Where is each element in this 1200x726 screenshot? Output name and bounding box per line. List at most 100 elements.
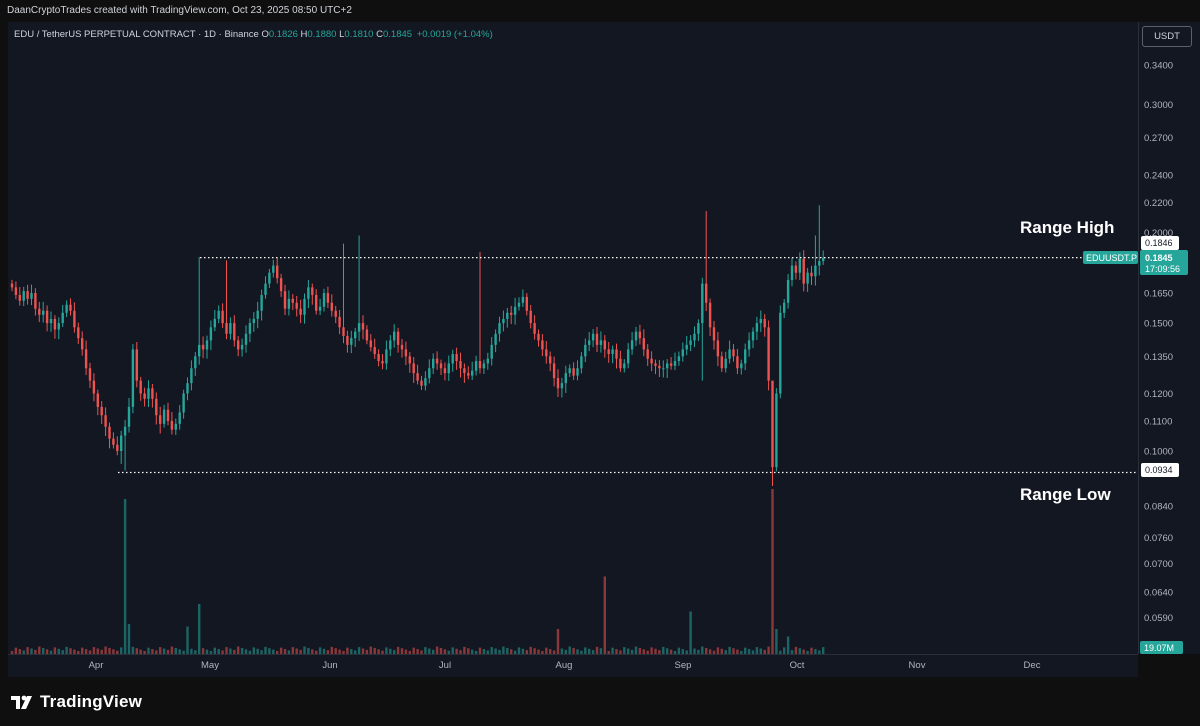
candle-body [361, 323, 365, 330]
volume-bar [45, 649, 49, 654]
volume-bar [135, 648, 138, 654]
volume-bar [303, 646, 306, 654]
candle-body [108, 426, 111, 439]
volume-bar [588, 648, 591, 654]
candle-body [552, 363, 556, 379]
volume-bar [404, 649, 408, 654]
candle-body [373, 347, 376, 355]
candle-body [595, 333, 599, 345]
volume-bar [139, 649, 142, 654]
candle-body [252, 318, 255, 324]
top-bar: DaanCryptoTrades created with TradingVie… [0, 0, 1200, 22]
candle-body [73, 310, 76, 328]
candle-body [435, 358, 439, 364]
low-label: L [339, 29, 345, 40]
volume-bar [790, 650, 794, 654]
volume-bar [174, 647, 177, 654]
candle-body [92, 380, 96, 394]
volume-bar [221, 650, 224, 654]
candle-body [541, 340, 544, 350]
candle-body [783, 302, 786, 313]
candle-body [478, 361, 482, 369]
candle-body [755, 323, 759, 332]
close-label: C [376, 29, 383, 40]
candle-body [798, 258, 801, 273]
candle-body [513, 306, 517, 315]
volume-bar [147, 647, 150, 654]
volume-bar [818, 650, 821, 654]
price-scale[interactable] [1138, 22, 1200, 654]
volume-bar [646, 650, 649, 654]
volume-bar [264, 646, 267, 654]
candle-body [369, 340, 372, 348]
candle-body [330, 302, 333, 311]
candle-body [123, 426, 127, 436]
volume-bar [662, 646, 665, 654]
candle-body [693, 333, 696, 341]
volume-bar [755, 647, 759, 654]
candle-body [385, 349, 388, 364]
range-low-price-tag-bg [1141, 463, 1179, 477]
candle-body [276, 265, 279, 279]
volume-bar [541, 651, 544, 654]
candle-body [482, 363, 486, 369]
candle-body [357, 323, 361, 332]
candle-body [303, 298, 306, 315]
price-tick-labels: 0.3400 0.3000 0.2700 0.2400 0.2200 0.2000 0.16… [1144, 61, 1173, 624]
volume-bar [268, 648, 271, 654]
price-tick-7: 0.1500 [1144, 319, 1173, 330]
volume-bar [490, 647, 493, 654]
volume-bar [728, 646, 731, 654]
volume-bar [65, 646, 68, 654]
candle-body [619, 358, 622, 369]
candle-body [139, 380, 142, 394]
volume-bar [233, 649, 236, 654]
candle-body [22, 291, 25, 301]
volume-bar [209, 651, 213, 654]
candle-body [30, 293, 33, 299]
volume-bar [318, 647, 322, 654]
volume-bar [182, 650, 185, 654]
volume-bar [143, 651, 146, 654]
candle-body [151, 388, 154, 399]
price-tick-5: 0.2000 [1144, 228, 1173, 239]
price-tick-9: 0.1200 [1144, 389, 1173, 400]
candle-body [322, 293, 326, 307]
volume-bar [455, 648, 458, 654]
volume-bar [638, 647, 642, 654]
symbol-legend[interactable]: EDU / TetherUS PERPETUAL CONTRACT · 1D ·… [14, 29, 493, 40]
volume-bar [584, 647, 587, 654]
volume-bar [533, 648, 536, 654]
time-axis[interactable] [8, 654, 1138, 677]
volume-bar [256, 648, 259, 654]
chart-panel[interactable] [8, 22, 1138, 654]
candle-body [549, 356, 552, 364]
candle-body [61, 312, 64, 324]
price-tick-13: 0.0760 [1144, 533, 1173, 544]
price-tick-14: 0.0700 [1144, 559, 1173, 570]
price-tick-4: 0.2200 [1144, 198, 1173, 209]
candle-body [334, 310, 337, 317]
volume-bar [521, 648, 525, 654]
candle-body [517, 302, 521, 307]
volume-bar [595, 646, 599, 654]
candle-body [295, 302, 298, 309]
volume-bar [556, 629, 560, 654]
volume-bar [689, 611, 692, 654]
volume-bar [463, 646, 466, 654]
candle-body [416, 373, 419, 381]
candle-body [560, 383, 564, 389]
candle-body [685, 344, 688, 350]
currency-button[interactable]: USDT [1142, 26, 1192, 47]
volume-bar [751, 650, 755, 654]
candle-body [556, 378, 560, 389]
volume-bars [10, 489, 825, 654]
candle-body [599, 340, 603, 345]
brand[interactable]: TradingView [10, 690, 142, 714]
credit-text: DaanCryptoTrades created with TradingVie… [7, 5, 352, 16]
candle-body [822, 257, 825, 262]
candle-body [400, 344, 404, 350]
month-tick-nov: Nov [909, 660, 926, 671]
volume-bar [724, 650, 727, 654]
